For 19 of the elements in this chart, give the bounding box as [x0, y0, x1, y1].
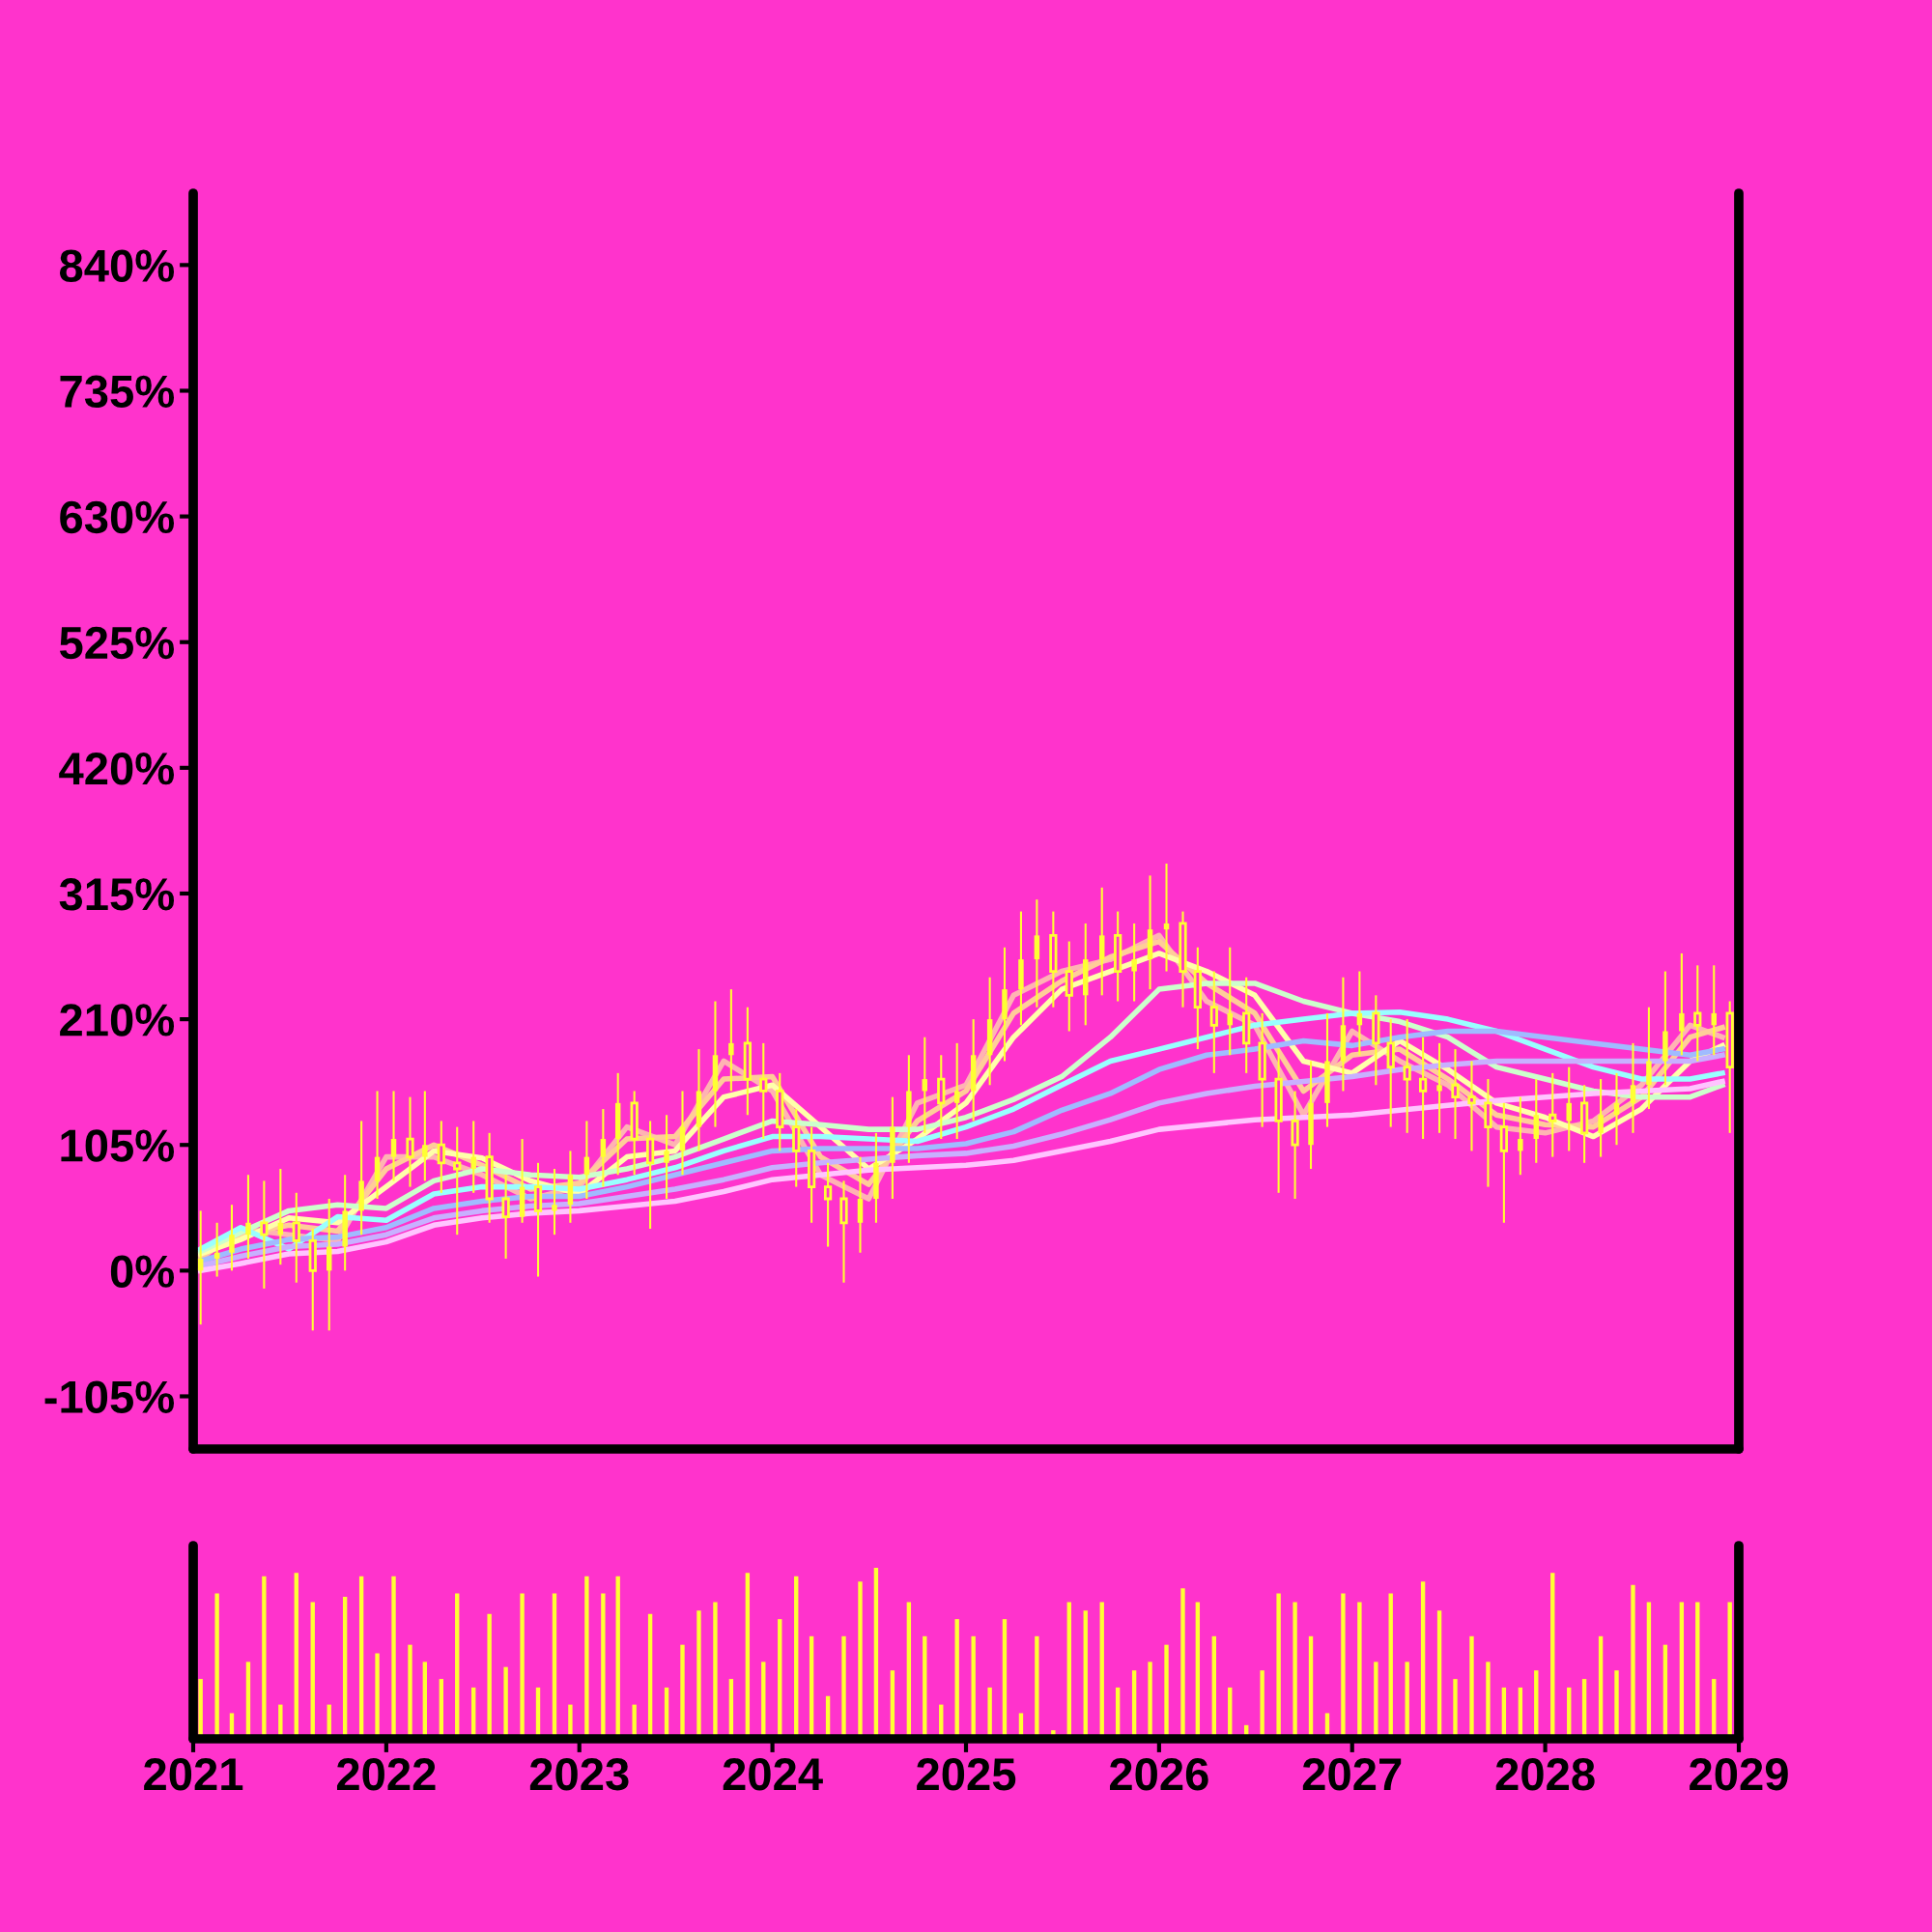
- x-tick-label: 2027: [1302, 1758, 1402, 1791]
- y-tick-label: 420%: [59, 752, 175, 785]
- y-tick-label: 525%: [59, 626, 175, 660]
- x-tick-label: 2029: [1690, 1758, 1788, 1791]
- x-tick-label: 2023: [529, 1758, 629, 1791]
- y-tick-label: 105%: [61, 1129, 175, 1162]
- x-tick-label: 2021: [144, 1758, 243, 1791]
- x-tick-label: 2022: [336, 1758, 436, 1791]
- x-tick-label: 2024: [723, 1758, 823, 1791]
- y-tick-label: 735%: [60, 375, 175, 409]
- x-tick-label: 2025: [917, 1758, 1016, 1791]
- x-tick-label: 2026: [1109, 1758, 1208, 1791]
- y-tick-label: 840%: [59, 249, 175, 282]
- y-tick-label: 630%: [60, 500, 175, 534]
- y-tick-label: 315%: [59, 878, 175, 911]
- y-tick-label: -105%: [44, 1380, 175, 1414]
- y-tick-label: 0%: [110, 1255, 175, 1288]
- x-tick-label: 2028: [1495, 1758, 1595, 1791]
- y-tick-label: 210%: [60, 1004, 175, 1037]
